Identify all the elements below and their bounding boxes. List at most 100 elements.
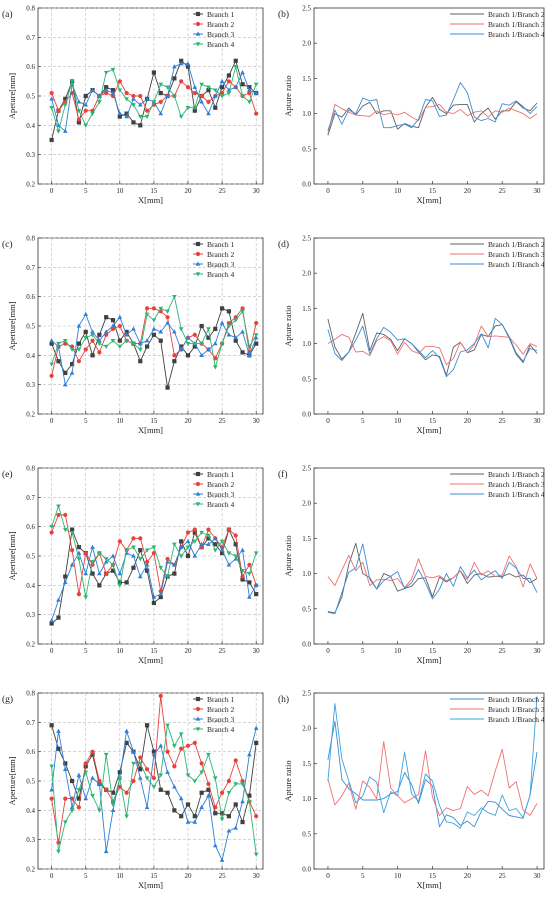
data-point — [233, 318, 239, 323]
data-point — [56, 597, 61, 602]
x-tick-label: 30 — [534, 417, 542, 425]
data-point — [165, 385, 170, 390]
x-tick-label: 15 — [150, 187, 158, 195]
y-tick-label: 0.8 — [26, 235, 35, 243]
data-point — [165, 559, 170, 564]
data-point — [179, 814, 184, 819]
chart-panel-a: 0 5 10 15 20 25 30 0.2 0.3 0.4 0.5 0.6 0.7 0.8 X[mm] Ap… — [2, 5, 264, 205]
data-point — [172, 571, 177, 576]
data-point — [240, 329, 245, 334]
data-point — [49, 362, 54, 367]
x-tick-label: 15 — [429, 417, 437, 425]
data-point — [192, 332, 197, 337]
data-point — [76, 788, 82, 793]
data-point — [83, 796, 89, 801]
y-tick-label: 0.7 — [26, 719, 35, 727]
data-point — [49, 106, 54, 111]
data-point — [185, 341, 191, 347]
data-point — [165, 315, 170, 320]
data-point — [226, 551, 232, 556]
x-axis-label: X[mm] — [138, 195, 163, 205]
data-point — [206, 85, 211, 90]
data-point — [240, 574, 245, 579]
data-point — [49, 341, 54, 346]
y-tick-label: 0.7 — [26, 264, 35, 272]
data-point — [110, 67, 116, 73]
data-point — [151, 785, 157, 790]
data-point — [49, 96, 54, 101]
data-point — [172, 764, 177, 769]
legend-marker — [195, 481, 201, 487]
data-point — [185, 335, 191, 340]
data-point — [212, 843, 218, 848]
chart-panel-d: 0 5 10 15 20 25 30 0.0 0.5 1.0 1.5 2.0 2.5 X[mm] Aptur… — [278, 235, 545, 436]
plot-frame — [313, 467, 545, 645]
data-point — [185, 553, 191, 559]
data-point — [137, 102, 143, 107]
data-point — [83, 311, 89, 316]
legend-label: Branch 1/Branch 4 — [488, 715, 545, 724]
y-tick-label: 1.0 — [302, 110, 311, 118]
y-tick-label: 2.5 — [302, 235, 311, 243]
y-axis-label: Aperture[mm] — [7, 531, 17, 580]
data-point — [151, 70, 157, 75]
data-point — [253, 90, 259, 95]
data-point — [144, 804, 150, 810]
y-tick-label: 0.2 — [26, 411, 35, 419]
data-point — [117, 79, 122, 84]
data-point — [56, 359, 61, 364]
x-tick-label: 0 — [50, 872, 54, 880]
x-tick-label: 20 — [464, 417, 472, 425]
legend-label: Branch 1/Branch 4 — [488, 260, 545, 269]
legend-marker — [195, 241, 201, 247]
y-tick-label: 0.5 — [26, 323, 35, 331]
data-point — [206, 533, 211, 538]
data-point — [103, 752, 109, 758]
data-point — [165, 790, 170, 795]
data-point — [76, 359, 82, 364]
data-point — [138, 767, 143, 772]
panel-label: (h) — [278, 694, 289, 705]
data-point — [69, 370, 75, 375]
data-point — [110, 318, 116, 323]
y-tick-label: 2.5 — [302, 465, 311, 473]
data-point — [254, 592, 259, 597]
data-point — [110, 323, 116, 328]
data-point — [178, 732, 184, 737]
data-point — [69, 527, 75, 532]
legend-marker — [195, 491, 201, 496]
data-point — [144, 562, 150, 567]
y-tick-label: 0.4 — [26, 582, 35, 590]
x-tick-label: 25 — [499, 187, 507, 195]
data-point — [172, 784, 177, 789]
data-point — [226, 79, 232, 84]
data-point — [104, 571, 109, 576]
data-point — [247, 793, 252, 798]
data-point — [247, 752, 252, 757]
data-point — [56, 129, 61, 134]
data-point — [97, 571, 102, 576]
legend-marker — [195, 261, 201, 266]
y-tick-label: 0.5 — [302, 145, 311, 153]
data-point — [212, 548, 218, 553]
data-point — [219, 857, 225, 862]
data-point — [213, 105, 218, 110]
data-point — [212, 341, 218, 346]
x-tick-label: 10 — [116, 647, 124, 655]
data-point — [151, 100, 157, 105]
x-tick-label: 30 — [253, 647, 261, 655]
data-point — [226, 324, 232, 329]
legend-marker — [195, 716, 201, 721]
data-point — [158, 787, 163, 792]
legend-label: Branch 1 — [207, 695, 235, 704]
x-tick-label: 0 — [50, 187, 54, 195]
data-point — [226, 562, 232, 567]
data-point — [62, 128, 68, 133]
data-point — [219, 94, 225, 99]
data-point — [158, 693, 163, 699]
data-point — [144, 306, 150, 311]
y-tick-label: 1.5 — [302, 760, 311, 768]
data-point — [49, 787, 54, 792]
data-point — [206, 111, 211, 116]
data-point — [199, 761, 204, 766]
